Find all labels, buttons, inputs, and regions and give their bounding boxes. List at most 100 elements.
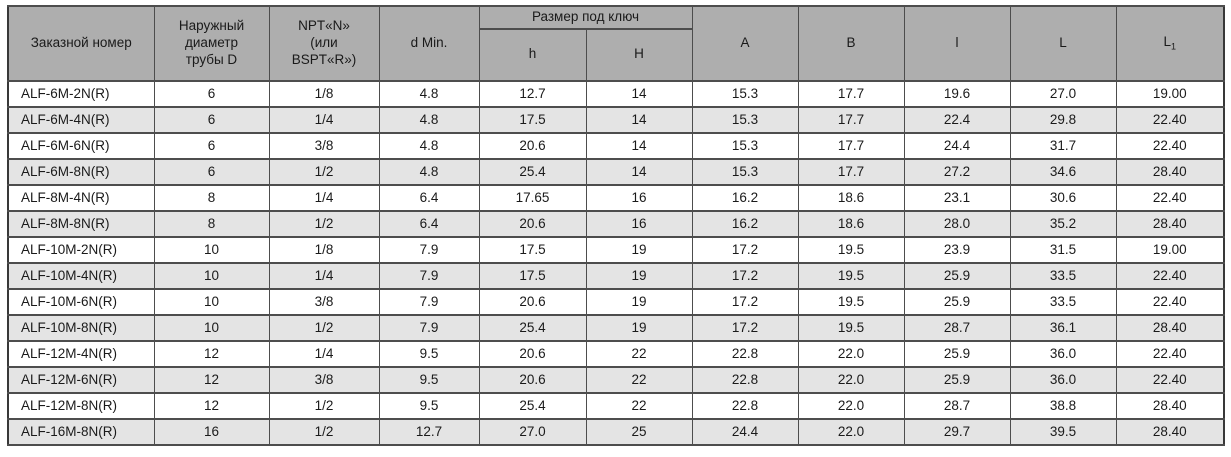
header-h-small: h [478,27,587,82]
value-cell: 23.9 [903,235,1011,264]
value-cell: 4.8 [378,157,480,186]
order-number-cell: ALF-10M-2N(R) [7,235,155,264]
value-cell: 17.5 [478,105,587,134]
value-cell: 14 [585,105,693,134]
value-cell: 17.7 [797,105,905,134]
value-cell: 1/4 [268,183,380,212]
value-cell: 1/8 [268,235,380,264]
value-cell: 20.6 [478,209,587,238]
header-row-top: Заказной номер Наружный диаметр трубы D … [7,5,1225,82]
value-cell: 22.8 [691,365,799,394]
value-cell: 25.9 [903,339,1011,368]
value-cell: 25.4 [478,313,587,342]
value-cell: 8 [153,209,270,238]
value-cell: 36.1 [1009,313,1117,342]
value-cell: 19 [585,287,693,316]
value-cell: 1/8 [268,79,380,108]
value-cell: 25.9 [903,365,1011,394]
order-number-cell: ALF-8M-4N(R) [7,183,155,212]
order-number-cell: ALF-10M-4N(R) [7,261,155,290]
order-number-cell: ALF-6M-6N(R) [7,131,155,160]
value-cell: 19.6 [903,79,1011,108]
value-cell: 36.0 [1009,339,1117,368]
value-cell: 20.6 [478,365,587,394]
value-cell: 22 [585,339,693,368]
value-cell: 3/8 [268,131,380,160]
table-header: Заказной номер Наружный диаметр трубы D … [7,5,1225,82]
value-cell: 22.0 [797,417,905,446]
value-cell: 9.5 [378,365,480,394]
value-cell: 4.8 [378,79,480,108]
value-cell: 1/4 [268,105,380,134]
header-l1: L1 [1115,5,1225,82]
table-row: ALF-16M-8N(R) 16 1/2 12.7 27.0 25 24.4 22.0 29.7… [7,417,1225,446]
value-cell: 4.8 [378,105,480,134]
header-row-sub: h H [8,27,1224,82]
value-cell: 7.9 [378,261,480,290]
value-cell: 38.8 [1009,391,1117,420]
value-cell: 22.40 [1115,131,1225,160]
value-cell: 22 [585,391,693,420]
value-cell: 28.40 [1115,157,1225,186]
order-number-cell: ALF-8M-8N(R) [7,209,155,238]
table-row: ALF-10M-6N(R) 10 3/8 7.9 20.6 19 17.2 19.5 25.9 3… [7,287,1225,316]
value-cell: 17.7 [797,157,905,186]
value-cell: 6 [153,79,270,108]
value-cell: 10 [153,235,270,264]
order-number-cell: ALF-6M-4N(R) [7,105,155,134]
table-row: ALF-12M-6N(R) 12 3/8 9.5 20.6 22 22.8 22.0 25.9 3… [7,365,1225,394]
value-cell: 24.4 [691,417,799,446]
value-cell: 17.2 [691,313,799,342]
value-cell: 9.5 [378,339,480,368]
value-cell: 39.5 [1009,417,1117,446]
value-cell: 24.4 [903,131,1011,160]
value-cell: 6 [153,105,270,134]
value-cell: 28.40 [1115,209,1225,238]
value-cell: 22.0 [797,365,905,394]
value-cell: 19.5 [797,287,905,316]
table-row: ALF-8M-8N(R) 8 1/2 6.4 20.6 16 16.2 18.6 28.0 35.… [7,209,1225,238]
table-row: ALF-6M-4N(R) 6 1/4 4.8 17.5 14 15.3 17.7 22.4 29.… [7,105,1225,134]
value-cell: 7.9 [378,313,480,342]
value-cell: 31.5 [1009,235,1117,264]
header-outer-diameter: Наружный диаметр трубы D [153,5,270,82]
value-cell: 17.2 [691,235,799,264]
value-cell: 25.4 [478,391,587,420]
value-cell: 7.9 [378,287,480,316]
value-cell: 1/2 [268,209,380,238]
table-row: ALF-12M-8N(R) 12 1/2 9.5 25.4 22 22.8 22.0 28.7 3… [7,391,1225,420]
value-cell: 1/2 [268,417,380,446]
value-cell: 12 [153,365,270,394]
value-cell: 33.5 [1009,261,1117,290]
header-l1-base: L [1163,33,1172,49]
value-cell: 1/4 [268,339,380,368]
value-cell: 22.40 [1115,339,1225,368]
value-cell: 1/2 [268,157,380,186]
value-cell: 22.8 [691,339,799,368]
value-cell: 17.65 [478,183,587,212]
value-cell: 6.4 [378,209,480,238]
value-cell: 22.40 [1115,261,1225,290]
value-cell: 22 [585,365,693,394]
value-cell: 22.40 [1115,183,1225,212]
order-number-cell: ALF-16M-8N(R) [7,417,155,446]
value-cell: 14 [585,157,693,186]
value-cell: 27.0 [1009,79,1117,108]
value-cell: 22.8 [691,391,799,420]
value-cell: 19 [585,261,693,290]
order-number-cell: ALF-12M-4N(R) [7,339,155,368]
header-l1-subscript: 1 [1171,41,1177,52]
value-cell: 1/4 [268,261,380,290]
header-thread-npt-bspt: NPT«N» (или BSPT«R») [268,5,380,82]
value-cell: 22.4 [903,105,1011,134]
value-cell: 10 [153,287,270,316]
value-cell: 25.9 [903,287,1011,316]
value-cell: 22.0 [797,339,905,368]
value-cell: 10 [153,313,270,342]
value-cell: 17.2 [691,261,799,290]
value-cell: 25.4 [478,157,587,186]
value-cell: 12 [153,391,270,420]
value-cell: 22.40 [1115,287,1225,316]
value-cell: 17.5 [478,261,587,290]
value-cell: 20.6 [478,339,587,368]
